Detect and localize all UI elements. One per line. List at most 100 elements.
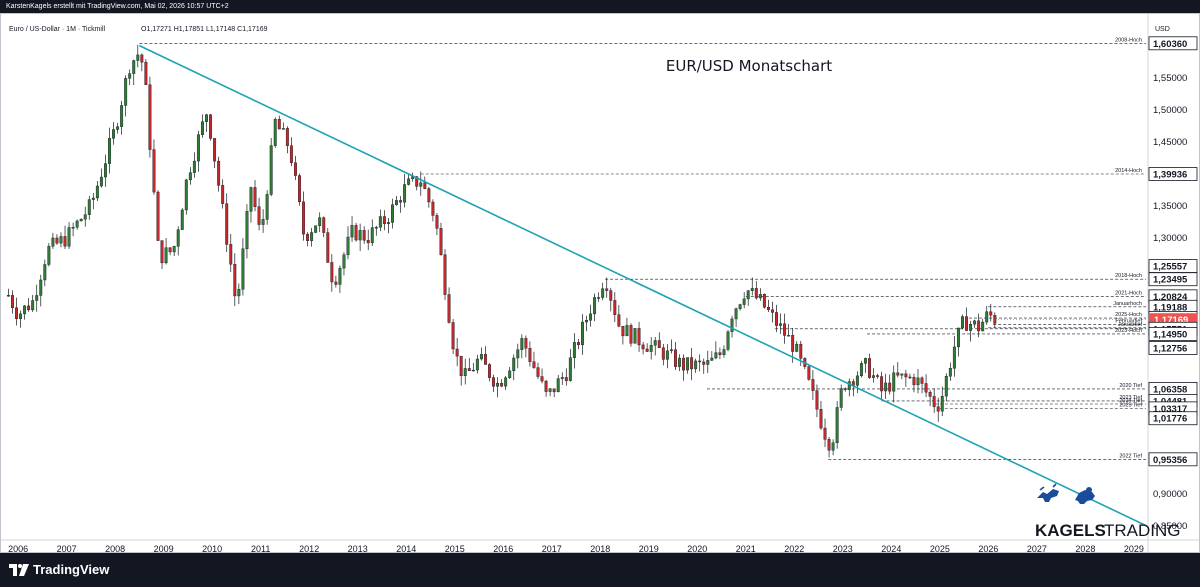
candle-body (488, 364, 491, 378)
candle-body (386, 222, 390, 224)
candle-body (722, 349, 726, 355)
candle-body (338, 267, 342, 285)
candle-body (544, 380, 548, 392)
price-level-box (1148, 341, 1198, 355)
candle-body (407, 178, 411, 185)
candle-body (237, 289, 241, 297)
candle-body (289, 145, 293, 163)
level-label: 2008-Hoch (1115, 37, 1142, 43)
time-axis-tick-label: 2022 (784, 544, 804, 552)
candle-body (156, 191, 160, 241)
trendline[interactable] (139, 44, 1147, 527)
candle-body (112, 129, 115, 139)
time-axis-tick-label: 2025 (930, 544, 950, 552)
candle-body (520, 338, 524, 350)
candle-body (835, 407, 839, 444)
chart-canvas[interactable]: 2008-Hoch 2014-Hoch 2018-Hoch 2021-Hoch Janu… (1, 14, 1199, 552)
candle-body (124, 78, 128, 106)
candle-body (459, 355, 463, 377)
price-level-label: 1,39936 (1153, 170, 1187, 181)
candle-body (924, 383, 928, 393)
candle-body (382, 216, 386, 224)
candle-body (791, 335, 795, 352)
candle-body (819, 409, 823, 429)
candle-body (160, 240, 164, 264)
candle-body (669, 349, 673, 352)
price-level-label: 1,60360 (1153, 39, 1187, 50)
candle-body (928, 391, 932, 397)
price-level-box (1148, 36, 1198, 51)
time-axis-tick-label: 2018 (590, 544, 610, 552)
candle-body (91, 197, 95, 200)
candle-body (815, 390, 819, 410)
time-axis-tick-label: 2006 (8, 544, 28, 552)
candle-body (354, 225, 358, 241)
candle-body (83, 214, 87, 220)
candle-body (758, 294, 762, 299)
candle-body (799, 343, 803, 359)
candle-body (19, 313, 23, 319)
price-level-box (1148, 411, 1198, 426)
candle-body (665, 350, 669, 360)
price-chart[interactable]: 2008-Hoch 2014-Hoch 2018-Hoch 2021-Hoch Janu… (0, 13, 1200, 553)
candle-body (528, 348, 532, 362)
candle-body (496, 382, 500, 387)
candle-body (965, 316, 968, 331)
candle-body (366, 239, 370, 244)
candle-body (601, 288, 605, 298)
candle-body (298, 175, 301, 203)
candle-body (192, 160, 196, 173)
time-axis-tick-label: 2015 (445, 544, 465, 552)
candle-body (6, 295, 10, 297)
time-axis-tick-label: 2007 (57, 544, 77, 552)
candle-body (205, 114, 208, 122)
candle-body (762, 294, 766, 308)
candle-body (63, 236, 67, 247)
price-level-box (1148, 327, 1198, 341)
watermark-brand-light: TRADING (1104, 521, 1181, 540)
candle-body (281, 128, 285, 130)
candle-body (888, 382, 892, 392)
candle-body (55, 237, 59, 244)
candle-body (378, 216, 382, 228)
tradingview-wordmark[interactable]: TradingView (33, 562, 110, 577)
candle-body (399, 200, 403, 203)
candle-body (451, 322, 455, 350)
candle-body (795, 343, 799, 352)
candle-body (128, 73, 132, 79)
candle-body (726, 331, 730, 350)
level-label: 2024 Tief (1119, 398, 1142, 404)
candle-body (581, 321, 584, 346)
horizontal-levels: 2008-Hoch 2014-Hoch 2018-Hoch 2021-Hoch Janu… (139, 37, 1146, 460)
candle-body (585, 320, 588, 323)
candle-body (467, 368, 471, 371)
level-label: Februartief (1115, 319, 1142, 325)
candle-body (540, 376, 544, 382)
candle-body (629, 325, 633, 344)
candle-body (920, 377, 924, 384)
candle-body (952, 346, 956, 369)
candle-body (730, 318, 734, 333)
candle-body (734, 308, 738, 320)
price-tick-label: 1,35000 (1153, 201, 1187, 212)
candle-body (746, 290, 750, 300)
candle-body (233, 264, 237, 297)
candle-body (710, 357, 714, 361)
candle-body (59, 236, 63, 244)
price-axis[interactable]: 1,60360 1,55000 1,50000 1,45000 1,39936 1,350… (1147, 14, 1198, 552)
time-axis-tick-label: 2014 (396, 544, 416, 552)
candle-body (116, 126, 120, 130)
downtrend-line[interactable] (139, 44, 1147, 527)
candle-body (572, 342, 576, 358)
tradingview-logo-icon[interactable] (9, 562, 29, 578)
candle-body (908, 376, 912, 379)
candle-body (180, 209, 184, 230)
candle-body (690, 357, 694, 370)
candle-body (285, 128, 289, 146)
candle-body (253, 187, 257, 207)
candle-body (326, 232, 330, 263)
time-axis[interactable]: 2006 2007 2008 2009 2010 2011 2012 2013 2014 2015… (1, 539, 1199, 552)
candle-body (823, 427, 827, 440)
candle-body (419, 182, 423, 187)
price-level-label: 1,14950 (1153, 329, 1187, 340)
